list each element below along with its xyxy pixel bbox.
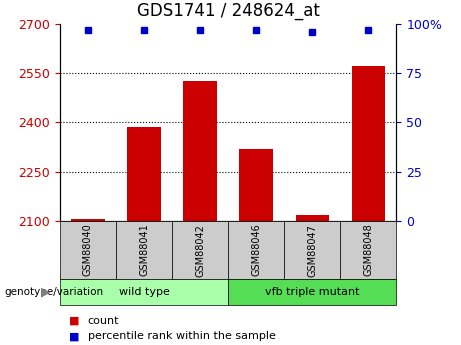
Bar — [296, 215, 329, 221]
Text: genotype/variation: genotype/variation — [5, 287, 104, 297]
Text: GSM88041: GSM88041 — [139, 224, 149, 276]
Text: count: count — [88, 316, 119, 326]
Text: wild type: wild type — [118, 287, 170, 297]
Bar — [239, 149, 273, 221]
Bar — [71, 218, 105, 221]
Bar — [183, 80, 217, 221]
Text: vfb triple mutant: vfb triple mutant — [265, 287, 360, 297]
Text: GSM88046: GSM88046 — [251, 224, 261, 276]
Text: GSM88040: GSM88040 — [83, 224, 93, 276]
Text: GSM88047: GSM88047 — [307, 224, 317, 277]
Text: GSM88042: GSM88042 — [195, 224, 205, 277]
Text: GSM88048: GSM88048 — [363, 224, 373, 276]
Bar — [127, 127, 161, 221]
Text: ■: ■ — [69, 332, 80, 341]
Text: ▶: ▶ — [41, 286, 51, 299]
Title: GDS1741 / 248624_at: GDS1741 / 248624_at — [137, 2, 319, 20]
Text: percentile rank within the sample: percentile rank within the sample — [88, 332, 276, 341]
Text: ■: ■ — [69, 316, 80, 326]
Bar — [352, 66, 385, 221]
